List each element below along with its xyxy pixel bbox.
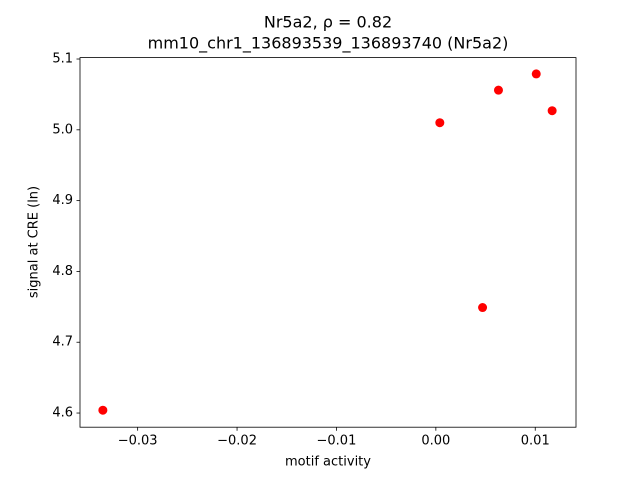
point — [435, 118, 445, 128]
x-tick-label: −0.02 — [217, 434, 257, 449]
y-tick-label: 4.8 — [52, 264, 73, 279]
point — [98, 405, 108, 415]
chart-title: Nr5a2, ρ = 0.82 — [264, 13, 392, 32]
y-tick-label: 5.0 — [52, 122, 73, 137]
x-tick-label: −0.01 — [317, 434, 357, 449]
chart-subtitle: mm10_chr1_136893539_136893740 (Nr5a2) — [148, 34, 509, 54]
x-tick-label: 0.00 — [421, 434, 450, 449]
plot-frame — [79, 57, 577, 428]
point — [478, 303, 488, 313]
y-tick-label: 4.9 — [52, 193, 73, 208]
x-tick-label: 0.01 — [521, 434, 550, 449]
point — [547, 106, 557, 116]
x-axis-label: motif activity — [285, 455, 371, 470]
point — [493, 85, 503, 95]
y-tick-label: 4.6 — [52, 406, 73, 421]
y-axis-label: signal at CRE (ln) — [27, 186, 42, 298]
y-tick-label: 5.1 — [52, 52, 73, 67]
point — [531, 69, 541, 79]
y-tick-label: 4.7 — [52, 335, 73, 350]
x-tick-label: −0.03 — [118, 434, 158, 449]
